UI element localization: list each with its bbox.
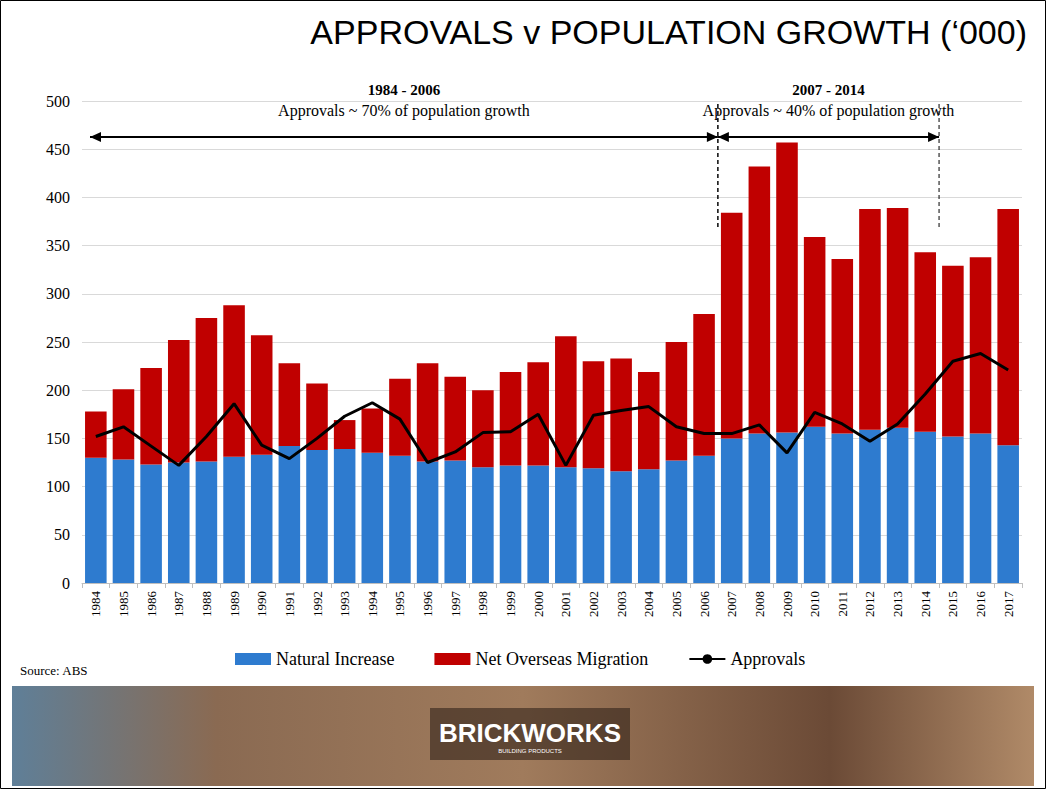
svg-text:1985: 1985 (116, 591, 131, 617)
svg-text:2008: 2008 (752, 591, 767, 617)
svg-text:1993: 1993 (337, 591, 352, 617)
svg-text:2015: 2015 (945, 591, 960, 617)
svg-text:1996: 1996 (420, 591, 435, 618)
svg-text:100: 100 (46, 478, 70, 495)
svg-text:1984 - 2006: 1984 - 2006 (368, 82, 441, 98)
svg-text:2013: 2013 (890, 591, 905, 617)
svg-text:250: 250 (46, 334, 70, 351)
svg-text:BRICKWORKS: BRICKWORKS (439, 718, 621, 748)
svg-text:350: 350 (46, 237, 70, 254)
svg-text:2004: 2004 (641, 591, 656, 618)
svg-text:APPROVALS v POPULATION GROWTH: APPROVALS v POPULATION GROWTH (‘000) (310, 13, 1027, 51)
svg-text:BUILDING PRODUCTS: BUILDING PRODUCTS (498, 748, 562, 754)
svg-text:300: 300 (46, 285, 70, 302)
svg-text:1989: 1989 (227, 591, 242, 617)
svg-text:2011: 2011 (835, 591, 850, 617)
svg-text:200: 200 (46, 382, 70, 399)
svg-text:50: 50 (54, 526, 70, 543)
svg-text:2014: 2014 (918, 591, 933, 618)
svg-text:450: 450 (46, 141, 70, 158)
svg-text:400: 400 (46, 189, 70, 206)
svg-text:2005: 2005 (669, 591, 684, 617)
svg-text:2001: 2001 (558, 591, 573, 617)
svg-text:1990: 1990 (254, 591, 269, 617)
svg-text:2007 - 2014: 2007 - 2014 (792, 82, 865, 98)
svg-text:1997: 1997 (448, 591, 463, 618)
svg-text:2012: 2012 (862, 591, 877, 617)
svg-text:2007: 2007 (724, 591, 739, 618)
svg-text:1984: 1984 (88, 591, 103, 618)
svg-text:Source: ABS: Source: ABS (20, 663, 88, 678)
svg-text:0: 0 (62, 575, 70, 592)
svg-text:Natural Increase: Natural Increase (276, 649, 394, 669)
svg-text:Approvals ~ 40% of population: Approvals ~ 40% of population growth (703, 102, 955, 120)
svg-text:1991: 1991 (282, 591, 297, 617)
svg-text:Approvals: Approvals (730, 649, 805, 669)
svg-text:2003: 2003 (614, 591, 629, 617)
svg-text:1992: 1992 (310, 591, 325, 617)
svg-text:1987: 1987 (171, 591, 186, 618)
svg-text:500: 500 (46, 93, 70, 110)
svg-text:1994: 1994 (365, 591, 380, 618)
svg-text:2017: 2017 (1001, 591, 1016, 618)
svg-text:2006: 2006 (697, 591, 712, 618)
svg-text:1998: 1998 (475, 591, 490, 617)
svg-text:1995: 1995 (392, 591, 407, 617)
svg-text:1988: 1988 (199, 591, 214, 617)
svg-text:1986: 1986 (144, 591, 159, 618)
svg-text:Net Overseas Migration: Net Overseas Migration (475, 649, 648, 669)
svg-text:2000: 2000 (531, 591, 546, 617)
svg-text:150: 150 (46, 430, 70, 447)
svg-text:2009: 2009 (780, 591, 795, 617)
svg-text:2002: 2002 (586, 591, 601, 617)
svg-text:Approvals ~ 70% of population: Approvals ~ 70% of population growth (278, 102, 530, 120)
svg-text:2010: 2010 (807, 591, 822, 617)
svg-text:1999: 1999 (503, 591, 518, 617)
svg-text:2016: 2016 (973, 591, 988, 618)
